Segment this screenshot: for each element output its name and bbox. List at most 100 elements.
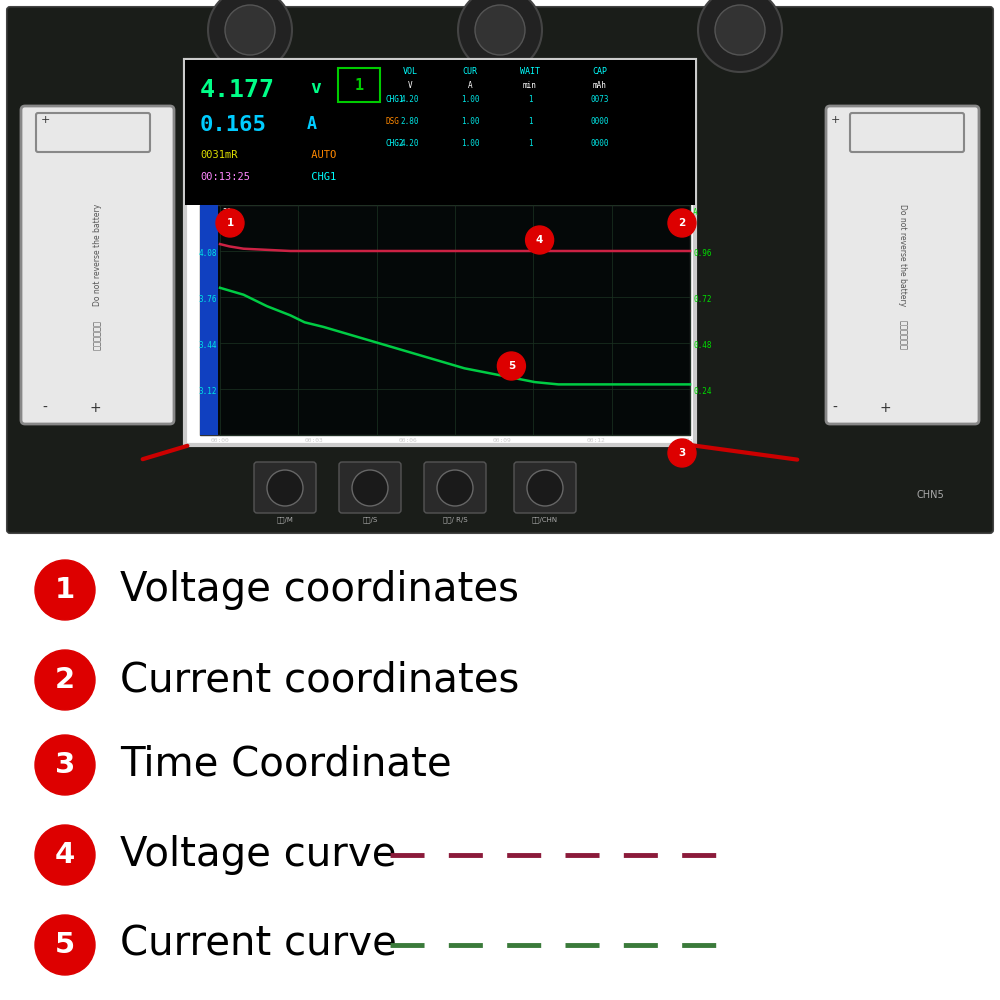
FancyBboxPatch shape xyxy=(200,205,218,435)
Circle shape xyxy=(527,470,563,506)
Text: mAh: mAh xyxy=(593,81,607,90)
Text: 1.00: 1.00 xyxy=(461,96,479,104)
Text: 00:06: 00:06 xyxy=(399,438,417,443)
Text: 4.20: 4.20 xyxy=(401,96,419,104)
Text: 20: 20 xyxy=(222,208,231,217)
Circle shape xyxy=(352,470,388,506)
Circle shape xyxy=(458,0,542,72)
Text: CHG1: CHG1 xyxy=(385,96,404,104)
Circle shape xyxy=(208,0,292,72)
Text: 0.165: 0.165 xyxy=(200,115,267,135)
Text: v: v xyxy=(310,79,321,97)
Text: 00:00: 00:00 xyxy=(211,438,229,443)
Circle shape xyxy=(35,650,95,710)
Text: A: A xyxy=(468,81,472,90)
Text: 1: 1 xyxy=(528,96,532,104)
Text: 1: 1 xyxy=(55,576,75,604)
FancyBboxPatch shape xyxy=(254,462,316,513)
Text: 4.177: 4.177 xyxy=(200,78,275,102)
Text: V: V xyxy=(408,81,412,90)
Circle shape xyxy=(35,915,95,975)
Text: 1.00: 1.00 xyxy=(461,139,479,148)
Text: A: A xyxy=(307,115,317,133)
Text: 菜单/M: 菜单/M xyxy=(277,517,293,523)
Circle shape xyxy=(35,560,95,620)
FancyBboxPatch shape xyxy=(514,462,576,513)
Text: 0073: 0073 xyxy=(591,96,609,104)
Circle shape xyxy=(437,470,473,506)
Text: CHG1: CHG1 xyxy=(305,172,336,182)
Text: DSG: DSG xyxy=(385,117,399,126)
Text: 0.96: 0.96 xyxy=(693,249,712,258)
Circle shape xyxy=(497,352,525,380)
Circle shape xyxy=(715,5,765,55)
Text: min: min xyxy=(523,81,537,90)
Text: 00:09: 00:09 xyxy=(493,438,511,443)
Text: 00:12: 00:12 xyxy=(587,438,605,443)
FancyBboxPatch shape xyxy=(339,462,401,513)
FancyBboxPatch shape xyxy=(21,106,174,424)
Text: CAP: CAP xyxy=(592,68,608,77)
Text: 5: 5 xyxy=(508,361,515,371)
Text: 3.76: 3.76 xyxy=(198,295,217,304)
Circle shape xyxy=(668,439,696,467)
Text: CUR: CUR xyxy=(462,68,478,77)
Text: 0000: 0000 xyxy=(591,117,609,126)
Text: 4: 4 xyxy=(55,841,75,869)
Text: 00:03: 00:03 xyxy=(305,438,323,443)
Text: Current coordinates: Current coordinates xyxy=(120,660,519,700)
Circle shape xyxy=(225,5,275,55)
Text: 3.44: 3.44 xyxy=(198,341,217,350)
FancyBboxPatch shape xyxy=(185,60,695,205)
Text: 4.08: 4.08 xyxy=(198,249,217,258)
Circle shape xyxy=(668,209,696,237)
Text: 3: 3 xyxy=(55,751,75,779)
Text: 5: 5 xyxy=(55,931,75,959)
FancyBboxPatch shape xyxy=(7,7,993,533)
Text: 4: 4 xyxy=(536,235,543,245)
Text: 1: 1 xyxy=(528,139,532,148)
Text: -: - xyxy=(833,401,837,415)
Text: 1: 1 xyxy=(528,117,532,126)
Text: 00:13:25: 00:13:25 xyxy=(200,172,250,182)
Text: 4.20: 4.20 xyxy=(401,139,419,148)
Text: 3.12: 3.12 xyxy=(198,387,217,396)
Text: WAIT: WAIT xyxy=(520,68,540,77)
Circle shape xyxy=(475,5,525,55)
Circle shape xyxy=(526,226,554,254)
Text: 1: 1 xyxy=(354,78,364,93)
Text: +: + xyxy=(89,401,101,415)
Text: 通道/CHN: 通道/CHN xyxy=(532,517,558,523)
Text: +: + xyxy=(40,115,50,125)
Text: 0031mR: 0031mR xyxy=(200,150,238,160)
Text: Do not reverse the battery: Do not reverse the battery xyxy=(92,204,102,306)
Text: Voltage curve: Voltage curve xyxy=(120,835,396,875)
Text: 2: 2 xyxy=(678,218,686,228)
Text: 启停/ R/S: 启停/ R/S xyxy=(443,517,467,523)
Text: 调整/S: 调整/S xyxy=(362,517,378,523)
Text: 0.72: 0.72 xyxy=(693,295,712,304)
FancyBboxPatch shape xyxy=(7,7,993,533)
Text: CHG2: CHG2 xyxy=(385,139,404,148)
FancyBboxPatch shape xyxy=(424,462,486,513)
Text: 3: 3 xyxy=(678,448,686,458)
FancyBboxPatch shape xyxy=(200,205,690,435)
Text: +: + xyxy=(879,401,891,415)
Circle shape xyxy=(35,735,95,795)
Text: +: + xyxy=(830,115,840,125)
Text: 禁止反接电池: 禁止反接电池 xyxy=(898,320,908,350)
Text: Time Coordinate: Time Coordinate xyxy=(120,745,452,785)
Text: VOL: VOL xyxy=(402,68,418,77)
Circle shape xyxy=(35,825,95,885)
Circle shape xyxy=(267,470,303,506)
Text: 1.00: 1.00 xyxy=(461,117,479,126)
Text: Do not reverse the battery: Do not reverse the battery xyxy=(898,204,908,306)
Text: -: - xyxy=(43,401,47,415)
FancyBboxPatch shape xyxy=(185,60,695,445)
Text: 2.80: 2.80 xyxy=(401,117,419,126)
Text: CHN5: CHN5 xyxy=(916,490,944,500)
Text: 禁止反接电池: 禁止反接电池 xyxy=(92,320,102,350)
Text: 2: 2 xyxy=(55,666,75,694)
Text: Current curve: Current curve xyxy=(120,925,397,965)
Text: AUTO: AUTO xyxy=(305,150,336,160)
